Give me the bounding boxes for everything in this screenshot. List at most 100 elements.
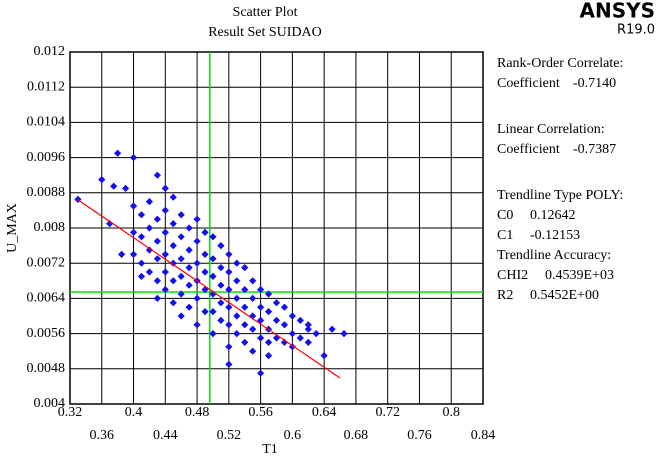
scatter-point (257, 369, 265, 377)
stat-value: 0.4539E+03 (545, 268, 614, 283)
stat-heading: Trendline Accuracy: (497, 248, 611, 263)
scatter-point (193, 215, 201, 223)
scatter-point (280, 321, 289, 329)
scatter-point (217, 264, 225, 272)
scatter-point (296, 316, 304, 324)
scatter-point (225, 250, 233, 258)
y-tick-label: 0.0048 (27, 361, 66, 376)
stat-value: -0.7387 (573, 142, 616, 157)
scatter-point (177, 211, 185, 219)
scatter-point (241, 286, 249, 294)
scatter-point (257, 316, 265, 324)
scatter-point (340, 330, 348, 338)
scatter-point (217, 242, 225, 250)
scatter-point (233, 312, 241, 320)
scatter-point (225, 360, 233, 368)
scatter-point (177, 312, 185, 320)
stat-label: R2 (497, 288, 513, 303)
x-tick-label: 0.76 (407, 428, 432, 443)
stat-heading: Linear Correlation: (497, 122, 605, 137)
stat-value: -0.12153 (530, 228, 580, 243)
scatter-point (169, 299, 177, 307)
scatter-point (264, 308, 273, 316)
plot-frame (69, 51, 484, 405)
brand-logo: ANSYS (579, 0, 655, 23)
scatter-point (288, 330, 296, 338)
scatter-point (233, 330, 241, 338)
scatter-point (249, 277, 257, 285)
scatter-point (169, 277, 177, 285)
scatter-point (161, 268, 169, 276)
stat-label: C1 (497, 228, 513, 243)
scatter-point (137, 272, 146, 280)
scatter-point (328, 325, 336, 333)
stat-heading: Trendline Type POLY: (497, 188, 623, 203)
scatter-point (185, 281, 193, 289)
scatter-point (118, 250, 126, 258)
y-tick-label: 0.0112 (27, 79, 65, 94)
scatter-point (257, 334, 265, 342)
scatter-point (169, 193, 177, 201)
scatter-point (280, 303, 289, 311)
y-tick-label: 0.0104 (27, 115, 66, 130)
scatter-point (106, 220, 114, 228)
scatter-point (233, 259, 241, 267)
x-tick-label: 0.6 (284, 428, 302, 443)
x-tick-label: 0.44 (153, 428, 178, 443)
x-tick-label: 0.36 (90, 428, 115, 443)
scatter-point (217, 299, 225, 307)
scatter-point (288, 312, 296, 320)
scatter-point (209, 272, 217, 280)
scatter-point (153, 255, 161, 263)
scatter-point (249, 347, 257, 355)
scatter-point (241, 338, 249, 346)
scatter-point (177, 290, 185, 298)
scatter-point (201, 250, 209, 258)
scatter-point (225, 268, 233, 276)
scatter-point (241, 264, 249, 272)
scatter-point (280, 338, 289, 346)
scatter-point (264, 352, 273, 360)
scatter-point (233, 294, 241, 302)
scatter-point (145, 198, 154, 206)
scatter-point (264, 338, 273, 346)
scatter-point (121, 184, 130, 192)
scatter-point (129, 250, 138, 258)
scatter-point (217, 316, 225, 324)
scatter-point (185, 224, 193, 232)
scatter-point (185, 303, 193, 311)
trendline (77, 199, 341, 379)
scatter-point (161, 184, 169, 192)
scatter-point (225, 303, 233, 311)
scatter-point (129, 154, 138, 162)
scatter-point (209, 330, 217, 338)
scatter-point (74, 195, 82, 203)
scatter-point (169, 242, 177, 250)
x-tick-label: 0.84 (471, 428, 496, 443)
scatter-point (169, 220, 177, 228)
scatter-point (201, 286, 209, 294)
scatter-point (177, 272, 185, 280)
scatter-point (312, 330, 320, 338)
scatter-point (241, 321, 249, 329)
scatter-point (145, 246, 154, 254)
scatter-point (169, 259, 177, 267)
scatter-point (209, 233, 217, 241)
scatter-point (233, 277, 241, 285)
scatter-point (209, 308, 217, 316)
y-tick-label: 0.0072 (27, 255, 66, 270)
x-tick-label: 0.72 (375, 405, 400, 420)
scatter-point (304, 338, 312, 346)
scatter-point (129, 202, 138, 210)
version: R19.0 (617, 23, 655, 38)
scatter-point (304, 321, 312, 329)
scatter-point (249, 325, 257, 333)
scatter-point (177, 255, 185, 263)
x-tick-label: 0.32 (58, 405, 83, 420)
x-tick-label: 0.56 (248, 405, 273, 420)
scatter-point (129, 228, 138, 236)
scatter-point (185, 246, 193, 254)
y-tick-label: 0.0064 (27, 291, 66, 306)
y-tick-label: 0.008 (34, 220, 66, 235)
